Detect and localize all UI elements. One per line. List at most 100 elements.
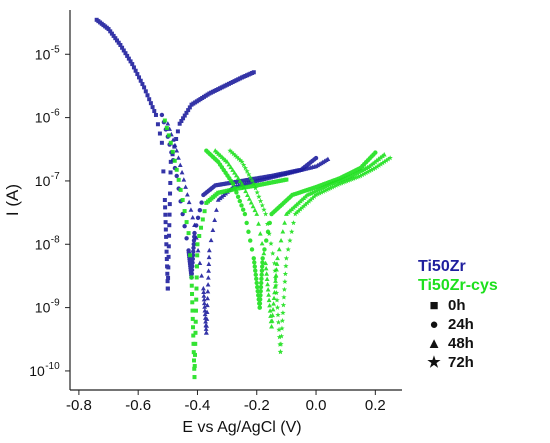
data-point: [147, 97, 152, 102]
data-point: [361, 171, 367, 177]
data-point: [179, 169, 185, 175]
data-point: [252, 260, 257, 265]
data-point: [249, 177, 255, 183]
data-point: [203, 326, 209, 331]
data-point: [230, 181, 236, 187]
data-point: [137, 75, 142, 80]
data-point: [168, 180, 173, 185]
data-point: [278, 333, 285, 339]
data-point: [374, 163, 380, 170]
data-point: [128, 59, 133, 64]
data-point: [246, 229, 251, 234]
data-point: [163, 212, 168, 217]
data-point: [244, 168, 250, 174]
data-point: [131, 65, 136, 70]
data-point: [370, 166, 377, 172]
data-point: [331, 183, 337, 189]
data-point: [170, 149, 175, 154]
data-point: [229, 149, 235, 155]
data-point: [262, 247, 267, 252]
legend-marker-symbol: ■: [429, 297, 438, 314]
data-point: [234, 154, 240, 160]
data-point: [195, 242, 200, 247]
data-point: [246, 196, 252, 201]
data-point: [167, 212, 172, 217]
data-point: [275, 255, 280, 261]
data-point: [199, 273, 205, 278]
data-point: [224, 159, 230, 164]
data-point: [230, 151, 237, 157]
series-ti50zr-cys-24h: [204, 148, 378, 310]
data-point: [272, 275, 279, 281]
data-point: [273, 290, 280, 296]
data-point: [342, 179, 348, 185]
data-point: [177, 162, 183, 168]
data-point: [258, 293, 263, 298]
data-point: [239, 203, 244, 208]
data-point: [192, 358, 197, 363]
data-point: [111, 33, 116, 38]
data-point: [159, 140, 164, 145]
data-point: [329, 184, 336, 190]
data-point: [247, 174, 254, 180]
data-point: [184, 110, 189, 115]
data-point: [273, 278, 278, 283]
data-point: [191, 333, 196, 338]
data-point: [263, 260, 269, 266]
data-point: [273, 282, 279, 288]
data-point: [191, 249, 196, 254]
data-point: [193, 319, 198, 324]
data-point: [192, 364, 197, 369]
data-point: [241, 185, 247, 190]
data-point: [275, 319, 282, 325]
data-point: [243, 188, 249, 194]
data-point: [182, 223, 187, 229]
data-point: [262, 211, 269, 217]
data-point: [264, 238, 269, 243]
data-point: [237, 178, 243, 183]
data-point: [240, 162, 247, 168]
data-point: [166, 133, 171, 138]
data-point: [252, 264, 257, 269]
data-point: [205, 289, 211, 294]
data-point: [251, 256, 256, 261]
data-point: [269, 324, 274, 329]
data-point: [206, 247, 212, 253]
legend-material-label: Ti50Zr-cys: [418, 277, 498, 294]
data-point: [186, 199, 192, 205]
data-point: [253, 272, 258, 277]
data-point: [164, 234, 169, 239]
data-point: [282, 220, 288, 225]
data-point: [123, 51, 128, 56]
data-point: [249, 247, 255, 252]
data-point: [116, 40, 121, 45]
data-point: [340, 179, 346, 185]
data-point: [138, 78, 143, 83]
data-point: [258, 288, 263, 294]
data-point: [189, 283, 194, 288]
data-point: [106, 27, 111, 32]
data-point: [264, 221, 271, 227]
data-point: [193, 308, 198, 313]
data-point: [164, 249, 169, 254]
data-point: [265, 281, 271, 287]
data-point: [283, 263, 289, 269]
data-point: [306, 198, 312, 204]
data-point: [188, 253, 193, 258]
data-point: [232, 152, 238, 158]
data-point: [252, 207, 258, 213]
data-point: [281, 294, 287, 300]
data-point: [165, 286, 170, 291]
data-point: [274, 297, 280, 303]
data-point: [256, 193, 262, 200]
data-point: [167, 202, 172, 207]
legend-marker-label: 0h: [448, 297, 466, 314]
series-ti50zr-cys-72h: [227, 147, 393, 355]
data-point: [285, 246, 291, 252]
data-point: [205, 295, 210, 301]
data-point: [161, 169, 166, 174]
data-point: [199, 200, 204, 205]
data-point: [282, 278, 288, 284]
data-point: [212, 217, 218, 222]
data-point: [381, 158, 388, 165]
